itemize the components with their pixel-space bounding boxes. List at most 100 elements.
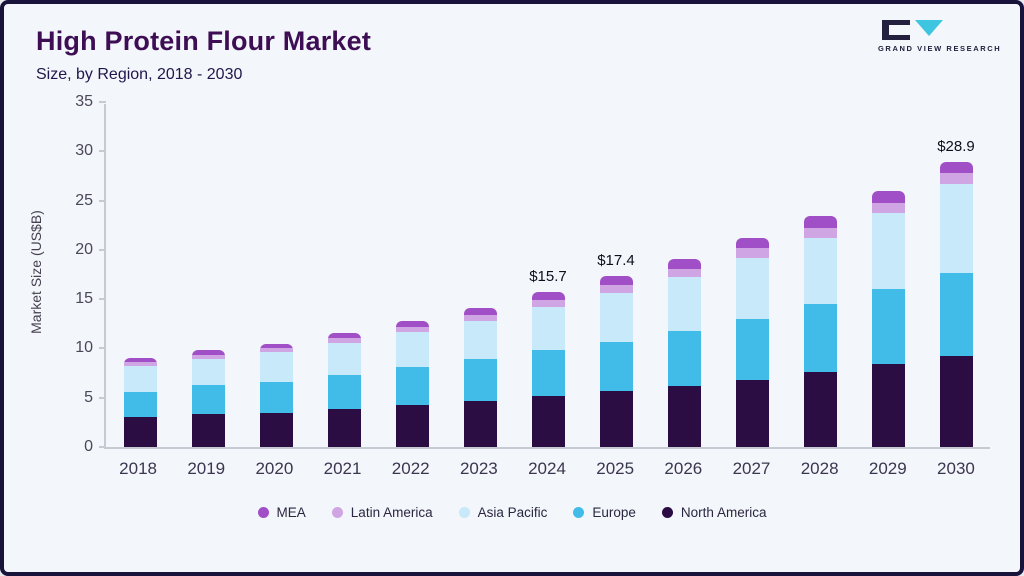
- logo-mark-icon: [882, 20, 943, 40]
- segment-latin-america: [327, 337, 361, 343]
- bar-stack-2028: [803, 216, 837, 447]
- bar-column-2021: [310, 104, 378, 447]
- bar-column-2028: [786, 104, 854, 447]
- bar-column-2029: [854, 104, 922, 447]
- segment-europe: [939, 272, 973, 357]
- segment-mea: [123, 358, 157, 363]
- segment-north-america: [531, 395, 565, 447]
- y-tick-mark: [99, 396, 106, 399]
- segment-europe: [531, 350, 565, 396]
- segment-mea: [327, 332, 361, 338]
- x-label-2028: 2028: [800, 459, 839, 478]
- legend-dot: [458, 507, 470, 518]
- bar-stack-2023: [463, 308, 497, 447]
- x-label-2026: 2026: [664, 459, 703, 478]
- segment-latin-america: [123, 362, 157, 367]
- page-title: High Protein Flour Market: [36, 26, 372, 56]
- segment-europe: [191, 384, 225, 415]
- legend-dot: [331, 507, 343, 518]
- segment-asia-pacific: [667, 277, 701, 331]
- y-tick-10: 10: [65, 339, 106, 357]
- logo-text: GRAND VIEW RESEARCH: [878, 44, 1002, 53]
- y-tick-label: 5: [84, 388, 93, 406]
- segment-north-america: [327, 408, 361, 447]
- y-tick-label: 25: [75, 191, 93, 209]
- legend-item-mea: MEA: [257, 505, 306, 520]
- x-label-2025: 2025: [596, 459, 635, 478]
- segment-europe: [871, 289, 905, 365]
- legend-label: MEA: [276, 505, 306, 520]
- segment-asia-pacific: [735, 257, 769, 319]
- y-tick-30: 30: [65, 142, 106, 160]
- segment-mea: [803, 216, 837, 229]
- segment-north-america: [667, 385, 701, 447]
- bar-stack-2024: [531, 292, 565, 447]
- bar-stack-2020: [259, 343, 293, 447]
- stacked-bar-chart: Market Size (US$B) 0 5 10 15 20 25 30 35 $15.7 $1…: [4, 93, 1020, 520]
- bar-column-2022: [378, 104, 446, 447]
- legend-dot: [257, 507, 269, 518]
- bar-column-2027: [718, 104, 786, 447]
- bar-stack-2021: [327, 332, 361, 447]
- x-label-2020: 2020: [255, 459, 294, 478]
- bar-column-2024: $15.7: [514, 104, 582, 447]
- bar-column-2025: $17.4: [582, 104, 650, 447]
- segment-asia-pacific: [327, 342, 361, 376]
- segment-europe: [123, 391, 157, 418]
- legend-label: Europe: [592, 505, 636, 520]
- bar-stack-2026: [667, 258, 701, 447]
- segment-north-america: [259, 412, 293, 447]
- segment-europe: [327, 375, 361, 409]
- y-tick-0: 0: [65, 438, 106, 456]
- segment-europe: [463, 359, 497, 401]
- segment-north-america: [735, 379, 769, 447]
- y-tick-25: 25: [65, 192, 106, 210]
- segment-north-america: [871, 364, 905, 447]
- legend-label: Asia Pacific: [477, 505, 548, 520]
- segment-latin-america: [191, 355, 225, 360]
- y-tick-35: 35: [65, 93, 106, 111]
- segment-asia-pacific: [599, 293, 633, 342]
- legend-label: North America: [680, 505, 767, 520]
- grand-view-research-logo: GRAND VIEW RESEARCH: [878, 20, 1002, 53]
- segment-latin-america: [531, 300, 565, 308]
- y-tick-15: 15: [65, 290, 106, 308]
- segment-asia-pacific: [871, 213, 905, 290]
- segment-north-america: [395, 404, 429, 447]
- x-label-2019: 2019: [187, 459, 226, 478]
- segment-asia-pacific: [463, 320, 497, 360]
- bar-stack-2018: [123, 358, 157, 447]
- bar-stack-2027: [735, 238, 769, 447]
- segment-latin-america: [667, 268, 701, 278]
- segment-asia-pacific: [191, 359, 225, 385]
- segment-europe: [599, 341, 633, 391]
- x-label-2023: 2023: [459, 459, 498, 478]
- segment-mea: [939, 162, 973, 174]
- segment-north-america: [939, 356, 973, 447]
- segment-asia-pacific: [259, 352, 293, 382]
- bar-column-2030: $28.9: [922, 104, 990, 447]
- y-tick-mark: [99, 150, 106, 153]
- bar-stack-2030: [939, 162, 973, 447]
- segment-latin-america: [395, 326, 429, 332]
- y-tick-label: 20: [75, 240, 93, 258]
- y-tick-mark: [99, 446, 106, 448]
- bar-stack-2025: [599, 275, 633, 447]
- bar-column-2018: [106, 104, 174, 447]
- y-tick-mark: [99, 101, 106, 103]
- plot-area: 0 5 10 15 20 25 30 35 $15.7 $17.4 $28.9: [75, 93, 990, 455]
- segment-north-america: [463, 400, 497, 447]
- x-label-2022: 2022: [391, 459, 430, 478]
- y-tick-label: 10: [75, 339, 93, 357]
- segment-latin-america: [463, 314, 497, 321]
- segment-mea: [871, 190, 905, 203]
- segment-mea: [191, 350, 225, 356]
- segment-latin-america: [939, 173, 973, 184]
- segment-mea: [259, 343, 293, 349]
- y-axis-title: Market Size (US$B): [28, 210, 44, 334]
- segment-mea: [395, 320, 429, 327]
- x-label-2030: 2030: [937, 459, 975, 478]
- legend-dot: [661, 507, 673, 518]
- segment-latin-america: [599, 285, 633, 294]
